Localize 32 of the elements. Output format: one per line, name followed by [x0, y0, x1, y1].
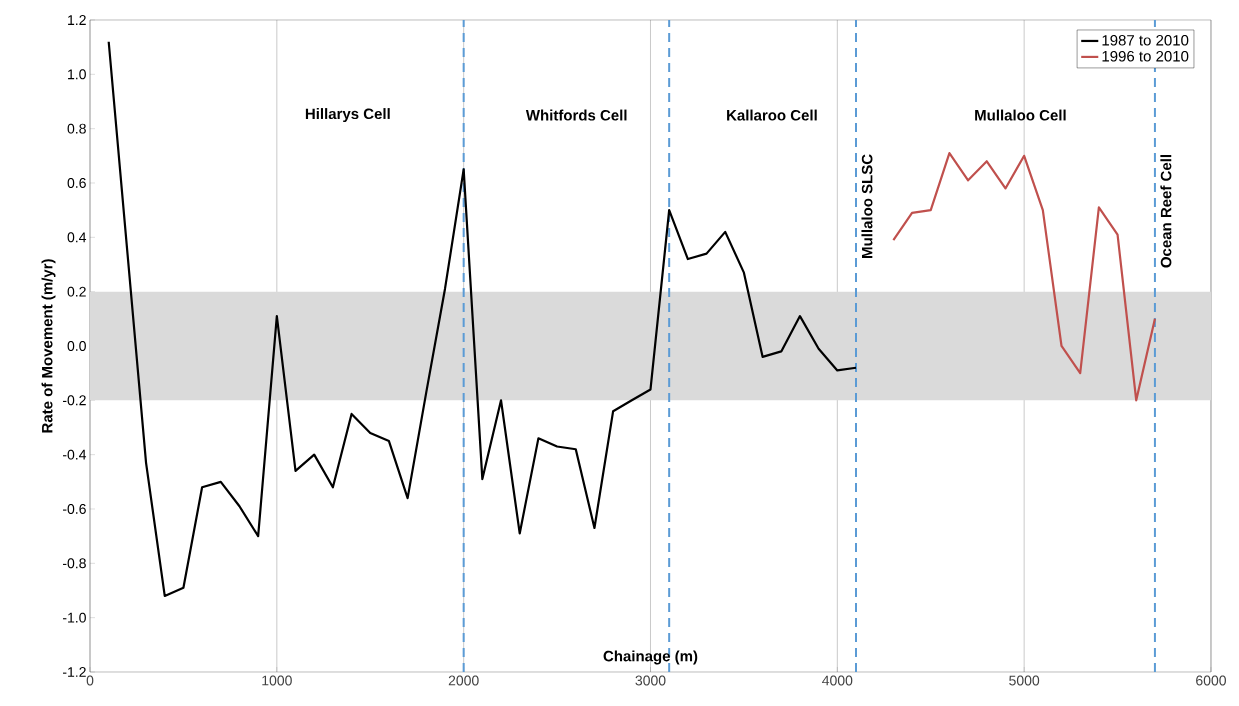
x-tick-label: 5000 — [1009, 675, 1040, 686]
y-tick-label: -0.2 — [62, 395, 86, 406]
y-tick-label: 0.4 — [67, 232, 87, 243]
x-tick-label: 3000 — [635, 675, 666, 686]
legend-label: 1987 to 2010 — [1102, 34, 1189, 46]
y-tick-label: 0.0 — [67, 341, 86, 351]
annotation: Hillarys Cell — [305, 108, 390, 123]
line-series — [892, 152, 1157, 402]
ref-line-label: Mullaloo SLSC — [861, 154, 873, 258]
y-tick-label: -0.4 — [62, 449, 87, 460]
x-axis-title: Chainage (m) — [603, 650, 698, 665]
annotation: Kallaroo Cell — [727, 109, 817, 121]
y-tick-label: -1.0 — [62, 612, 86, 623]
y-axis-title: Rate of Movement (m/yr) — [41, 259, 56, 433]
x-tick-label: 0 — [86, 675, 94, 686]
y-tick-label: -0.8 — [62, 558, 86, 569]
ref-line-label: Ocean Reef Cell — [1160, 155, 1172, 268]
legend-label: 1996 to 2010 — [1102, 50, 1189, 62]
y-tick-label: 1.0 — [68, 69, 86, 80]
x-tick-label: 1000 — [262, 675, 292, 686]
y-tick-label: -0.6 — [62, 504, 86, 514]
y-tick-label: 0.8 — [67, 123, 86, 134]
annotation: Mullaloo Cell — [975, 109, 1066, 121]
annotation: Whitfords Cell — [525, 109, 627, 121]
y-tick-label: 0.2 — [67, 286, 86, 297]
x-tick-label: 4000 — [822, 675, 853, 686]
x-tick-label: 6000 — [1196, 675, 1226, 686]
y-tick-label: -1.2 — [62, 667, 86, 677]
y-tick-label: 0.6 — [67, 178, 86, 188]
x-tick-label: 2000 — [448, 675, 479, 686]
y-tick-label: 1.2 — [68, 15, 86, 25]
line-series — [107, 40, 858, 598]
